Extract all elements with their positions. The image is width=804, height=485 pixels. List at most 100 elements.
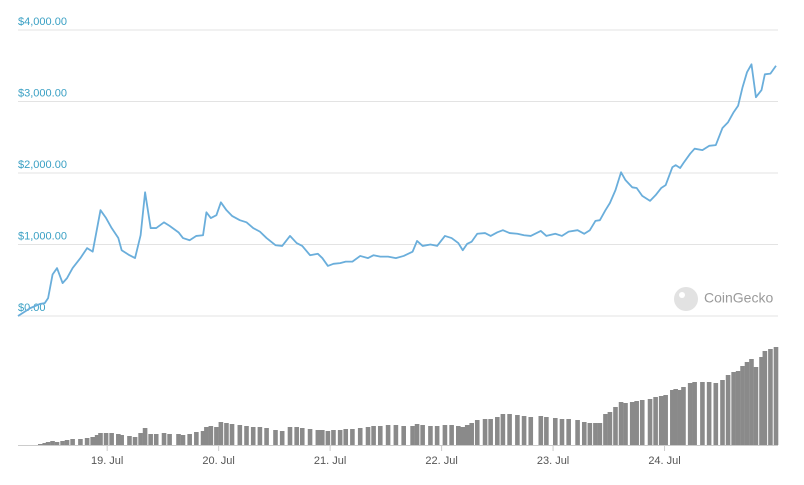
volume-bar [116,434,121,445]
volume-bar [603,414,608,445]
volume-bar [700,382,705,445]
volume-bar [307,429,313,445]
volume-bar [365,427,371,445]
volume-bar [420,425,425,445]
volume-bar [393,425,399,445]
volume-bar [653,397,658,445]
volume-bar [64,440,70,445]
volume-bar [320,430,325,445]
volume-bar [528,417,534,445]
volume-bar [385,425,391,445]
volume-bar [119,435,124,445]
volume-bar [495,417,500,445]
volume-bar [597,423,603,445]
volume-bar [78,439,83,445]
volume-bar [224,423,229,445]
volume-bar [593,423,598,445]
volume-bar [687,383,693,445]
volume-bar [749,359,754,445]
x-tick-label: 20. Jul [202,455,234,467]
volume-bar [559,419,565,445]
volume-bar [658,396,664,445]
volume-bar [42,443,48,445]
volume-bar [428,426,433,445]
volume-bar [208,426,214,445]
volume-bar [90,437,95,445]
volume-bar [692,382,697,445]
volume-bar [449,425,454,445]
volume-bar [507,414,512,445]
volume-bar [456,426,461,445]
volume-bar [759,357,764,445]
volume-bar [218,422,224,445]
volume-bar [70,439,75,445]
volume-bar [127,436,132,445]
volume-bar [731,372,736,445]
x-tick-label: 19. Jul [91,455,123,467]
x-tick-label: 21. Jul [314,455,346,467]
volume-bar [279,431,285,445]
volume-bar [673,389,678,445]
volume-bar [250,427,256,445]
y-tick-label: $3,000.00 [18,87,67,99]
volume-bar [681,387,686,445]
watermark: CoinGecko [704,290,773,306]
volume-bar [768,349,773,445]
watermark-logo-eye [679,292,685,298]
volume-bar [161,433,167,445]
volume-bar [735,371,741,445]
volume-bar [287,427,293,445]
volume-bar [500,414,506,445]
volume-bar [109,433,114,445]
volume-bar [434,426,440,445]
price-line [17,63,777,317]
volume-bar [663,395,668,445]
volume-bar [544,417,549,445]
volume-bar [401,426,406,445]
volume-bar [142,428,148,445]
volume-bar [357,428,363,445]
volume-bar [482,419,488,445]
volume-bar [244,426,249,445]
volume-bar [94,435,100,445]
volume-bar [204,427,209,445]
volume-bar [762,351,768,445]
volume-bar [200,431,206,445]
volume-bar [45,442,51,445]
volume-bar [343,429,349,445]
volume-bar [214,427,219,445]
volume-bar [521,416,527,445]
volume-bar [187,434,192,445]
y-tick-label: $2,000.00 [18,159,67,171]
volume-bar [488,419,493,445]
volume-bar [299,428,305,445]
volume-bar [273,430,278,445]
volume-bar [713,383,719,445]
volume-bar [84,438,90,445]
volume-bar [132,437,138,445]
y-tick-label: $4,000.00 [18,16,67,28]
volume-bar [538,416,544,445]
volume-bar [229,424,235,445]
volume-bar [469,423,474,445]
volume-bar [410,426,415,445]
volume-bar [618,402,624,445]
volume-bar [634,401,639,445]
volume-bar [138,433,143,445]
volume-bar [581,422,587,445]
volume-bar [623,403,628,445]
volume-bar [677,390,683,445]
volume-bar [257,427,263,445]
x-tick-label: 22. Jul [425,455,457,467]
volume-bar [629,402,635,445]
volume-bar [350,429,355,445]
volume-bar [237,425,243,445]
volume-bar [587,423,593,445]
x-tick-label: 23. Jul [537,455,569,467]
x-tick-label: 24. Jul [648,455,680,467]
volume-bar [50,441,55,445]
volume-bar [575,420,580,445]
volume-bar [264,428,269,445]
volume-bar [442,425,448,445]
